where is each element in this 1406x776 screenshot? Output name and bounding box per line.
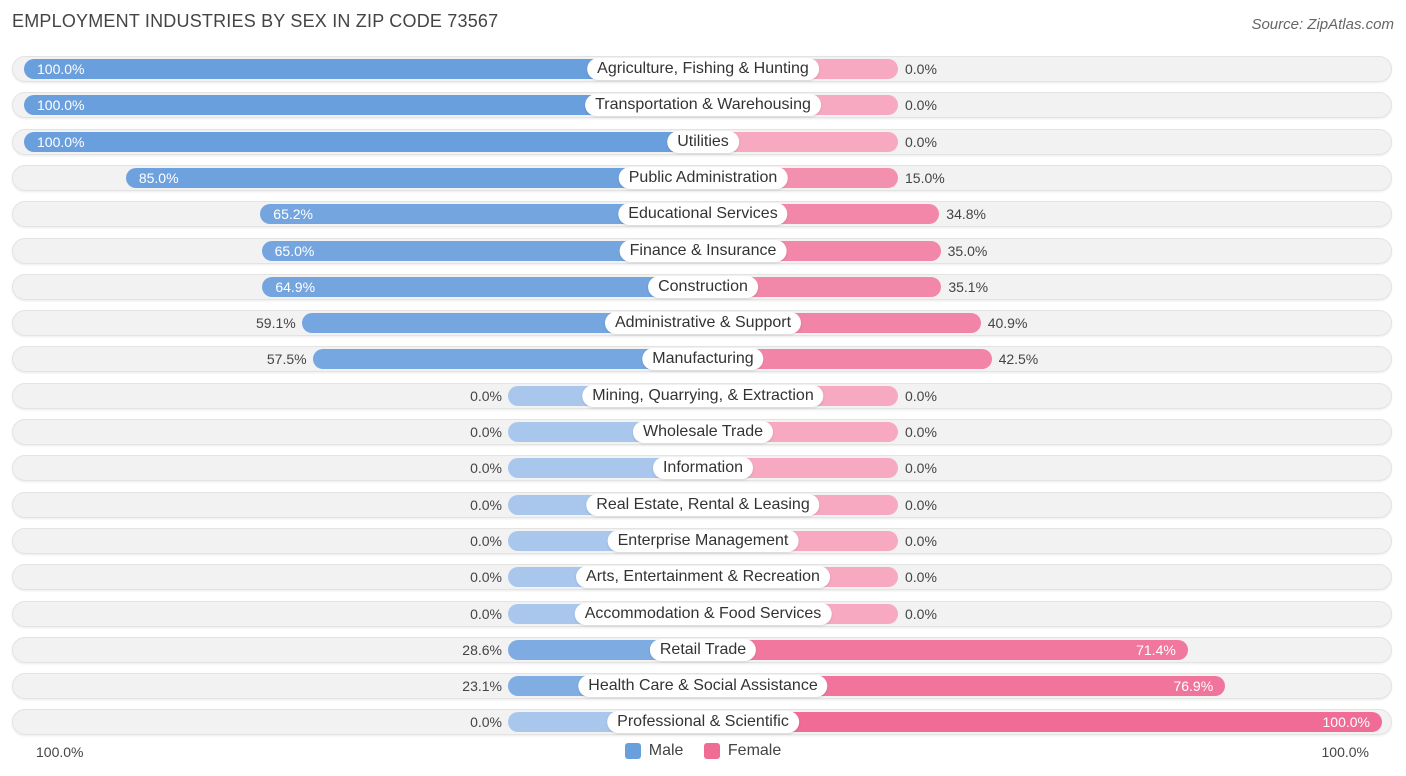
bar-male <box>24 95 703 116</box>
value-label-male: 0.0% <box>470 387 502 404</box>
value-label-male: 0.0% <box>470 424 502 440</box>
category-label: Finance & Insurance <box>619 239 787 262</box>
category-label: Agriculture, Fishing & Hunting <box>587 58 819 80</box>
value-label-male: 28.6% <box>462 641 502 658</box>
value-label-male: 85.0% <box>138 169 179 186</box>
category-label: Accommodation & Food Services <box>574 602 832 625</box>
value-label-female: 0.0% <box>905 61 937 77</box>
legend-swatch-male <box>624 743 641 759</box>
legend-label-female: Female <box>727 742 782 759</box>
value-label-female: 0.0% <box>905 532 937 549</box>
value-label-male: 0.0% <box>470 605 502 622</box>
bar-male <box>260 204 703 225</box>
category-label: Retail Trade <box>649 638 757 661</box>
legend-item-female[interactable]: Female <box>703 742 782 760</box>
category-label: Public Administration <box>618 166 788 189</box>
value-label-female: 0.0% <box>905 460 937 477</box>
value-label-male: 0.0% <box>470 532 502 549</box>
axis-left-label: 100.0% <box>36 744 84 760</box>
value-label-female: 0.0% <box>905 387 937 404</box>
bar-male <box>262 276 703 297</box>
category-label: Arts, Entertainment & Recreation <box>576 566 830 589</box>
value-label-female: 0.0% <box>905 133 937 150</box>
value-label-female: 100.0% <box>1322 714 1370 731</box>
value-label-female: 0.0% <box>905 605 937 622</box>
bar-female <box>703 712 1382 733</box>
chart-title: EMPLOYMENT INDUSTRIES BY SEX IN ZIP CODE… <box>12 11 499 31</box>
legend-label-male: Male <box>648 742 684 759</box>
category-label: Information <box>652 457 754 480</box>
bar-male <box>312 349 703 370</box>
category-label: Professional & Scientific <box>607 711 799 734</box>
value-label-female: 42.5% <box>998 351 1039 368</box>
value-label-male: 65.2% <box>273 206 313 223</box>
value-label-female: 40.9% <box>987 315 1028 332</box>
bar-male <box>125 167 703 188</box>
category-label: Utilities <box>667 130 739 153</box>
value-label-male: 57.5% <box>266 351 307 368</box>
category-label: Administrative & Support <box>604 312 802 335</box>
source-label: Source: ZipAtlas.com <box>1251 16 1394 33</box>
value-label-female: 0.0% <box>905 97 937 114</box>
value-label-female: 35.1% <box>948 278 989 295</box>
category-label: Construction <box>648 275 758 298</box>
value-label-female: 34.8% <box>946 206 986 223</box>
bar-female <box>703 676 1226 697</box>
value-label-male: 0.0% <box>470 460 502 477</box>
value-label-male: 65.0% <box>274 242 315 259</box>
value-label-female: 0.0% <box>905 496 937 513</box>
value-label-male: 100.0% <box>37 133 85 150</box>
value-label-male: 64.9% <box>275 278 316 295</box>
value-label-male: 0.0% <box>470 569 502 586</box>
value-label-female: 0.0% <box>905 424 937 440</box>
category-label: Mining, Quarrying, & Extraction <box>582 384 824 407</box>
bar-female <box>703 349 992 370</box>
value-label-male: 59.1% <box>256 315 296 332</box>
category-label: Transportation & Warehousing <box>585 94 821 117</box>
category-label: Health Care & Social Assistance <box>578 675 828 698</box>
value-label-male: 100.0% <box>37 97 85 114</box>
value-label-male: 0.0% <box>470 714 502 731</box>
value-label-male: 0.0% <box>470 496 502 513</box>
legend: Male Female <box>0 742 1406 764</box>
value-label-female: 76.9% <box>1173 678 1214 695</box>
value-label-female: 15.0% <box>905 169 945 186</box>
bar-male <box>24 59 703 79</box>
bar-female <box>703 276 942 297</box>
category-label: Real Estate, Rental & Leasing <box>586 493 820 516</box>
category-label: Manufacturing <box>642 348 764 371</box>
bar-female <box>703 131 898 152</box>
value-label-female: 35.0% <box>947 242 988 259</box>
category-label: Educational Services <box>618 203 788 226</box>
bar-male <box>301 313 703 334</box>
axis-right-label: 100.0% <box>1321 744 1369 760</box>
value-label-female: 71.4% <box>1136 641 1176 658</box>
value-label-male: 23.1% <box>462 678 502 695</box>
bar-female <box>703 639 1188 660</box>
value-label-male: 100.0% <box>37 61 85 77</box>
bar-male <box>24 131 703 152</box>
bar-male <box>261 240 703 261</box>
legend-item-male[interactable]: Male <box>624 742 684 760</box>
legend-swatch-female <box>703 743 720 759</box>
category-label: Wholesale Trade <box>632 421 774 443</box>
value-label-female: 0.0% <box>905 569 937 586</box>
category-label: Enterprise Management <box>607 529 799 552</box>
